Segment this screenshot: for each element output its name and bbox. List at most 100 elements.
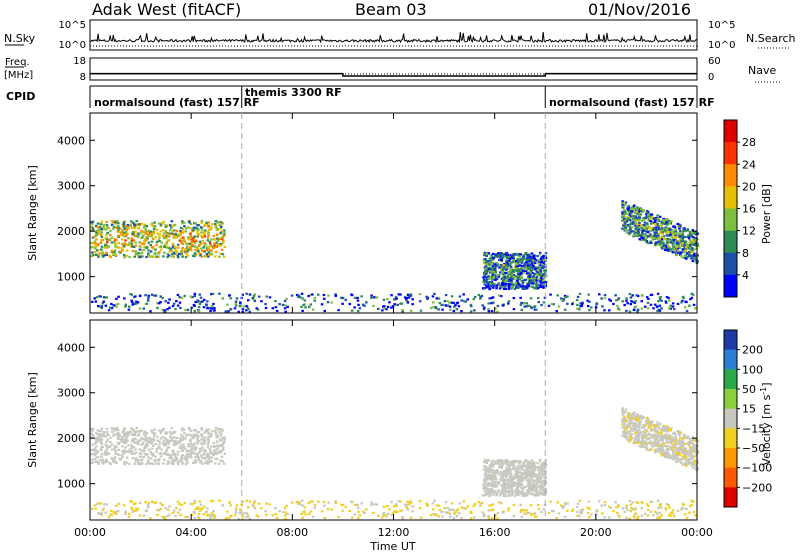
velocity-cell [516,479,520,482]
power-cell [522,269,525,272]
velocity-cell [500,490,504,493]
power-cell [632,308,636,311]
velocity-cell [91,458,94,461]
velocity-cell [657,426,660,429]
velocity-cell [200,426,204,430]
power-cell [482,261,486,264]
power-frame [89,112,698,314]
power-cell [207,251,211,254]
power-cell [202,231,206,234]
velocity-cell [529,476,533,479]
velocity-cell [135,427,138,430]
velocity-cell [481,511,484,514]
power-cell [527,277,530,280]
power-cell [214,245,218,248]
power-cell [696,232,699,235]
power-cell [194,238,197,242]
power-cell [237,310,240,313]
velocity-cell [164,437,167,440]
power-cell [443,300,447,303]
power-cell [392,298,396,301]
velocity-cell [512,475,515,479]
velocity-cell [120,450,124,453]
velocity-cell [121,436,124,439]
power-cell [489,282,492,285]
power-cell [542,261,545,264]
power-cell [688,247,691,250]
power-cell [542,279,545,282]
power-cell [449,308,452,311]
velocity-cell [184,463,188,466]
velocity-cell [155,447,159,451]
power-cell [677,225,680,228]
power-cell [521,258,524,261]
power-cell [170,226,173,229]
velocity-cell [608,505,611,508]
velocity-cell [688,437,692,440]
velocity-cell [633,431,637,434]
velocity-cell [516,461,520,464]
velocity-cell [670,427,673,430]
nsearch-tick-bottom: 10^0 [708,40,735,51]
velocity-cell [645,420,649,423]
velocity-cell [91,507,94,510]
power-cell [173,223,177,227]
power-cell [516,286,519,289]
velocity-cell [638,423,641,426]
power-cell [135,220,138,223]
power-cell [524,285,528,288]
velocity-cell [668,437,671,440]
power-cell [621,201,624,205]
velocity-cell [91,449,95,452]
power-cell [99,241,103,244]
power-cell [102,300,105,303]
velocity-cell [113,457,116,461]
power-cell [678,239,681,242]
velocity-cell [533,494,536,497]
power-cell [525,258,528,261]
velocity-cell [644,446,647,449]
power-cell [484,258,487,261]
velocity-cell [526,473,530,476]
velocity-cell [140,458,144,461]
power-cell [180,242,183,245]
power-cell [197,244,201,247]
power-cell [113,238,117,241]
velocity-cell [528,477,531,480]
power-cell [505,263,508,266]
power-cell [141,230,144,234]
power-cell [688,304,691,307]
velocity-cell [474,502,477,505]
velocity-cell [183,457,187,460]
power-cell [213,244,217,247]
velocity-cell [681,441,685,444]
power-cell [646,223,649,226]
velocity-cell [666,441,670,444]
power-cell [672,239,675,242]
power-cell [391,305,395,308]
power-cell [526,266,530,269]
velocity-cell [92,435,95,438]
velocity-cell [163,458,166,461]
velocity-cell [533,467,536,470]
power-cell [164,243,167,247]
power-cell [116,234,120,237]
velocity-cell [640,436,644,440]
velocity-cell [531,492,535,495]
power-cell [432,306,435,309]
power-cell [166,255,169,259]
power-cell [496,310,499,313]
velocity-cell [183,447,187,450]
power-cell [495,277,499,281]
velocity-cell [532,472,535,475]
power-cell [621,216,624,219]
velocity-cell [140,449,143,452]
velocity-cell [521,491,525,494]
velocity-cell [91,429,94,432]
power-cell [581,301,584,304]
power-cell [134,244,137,247]
power-cell [175,300,178,303]
power-cell [542,262,546,266]
velocity-cell [628,440,631,443]
